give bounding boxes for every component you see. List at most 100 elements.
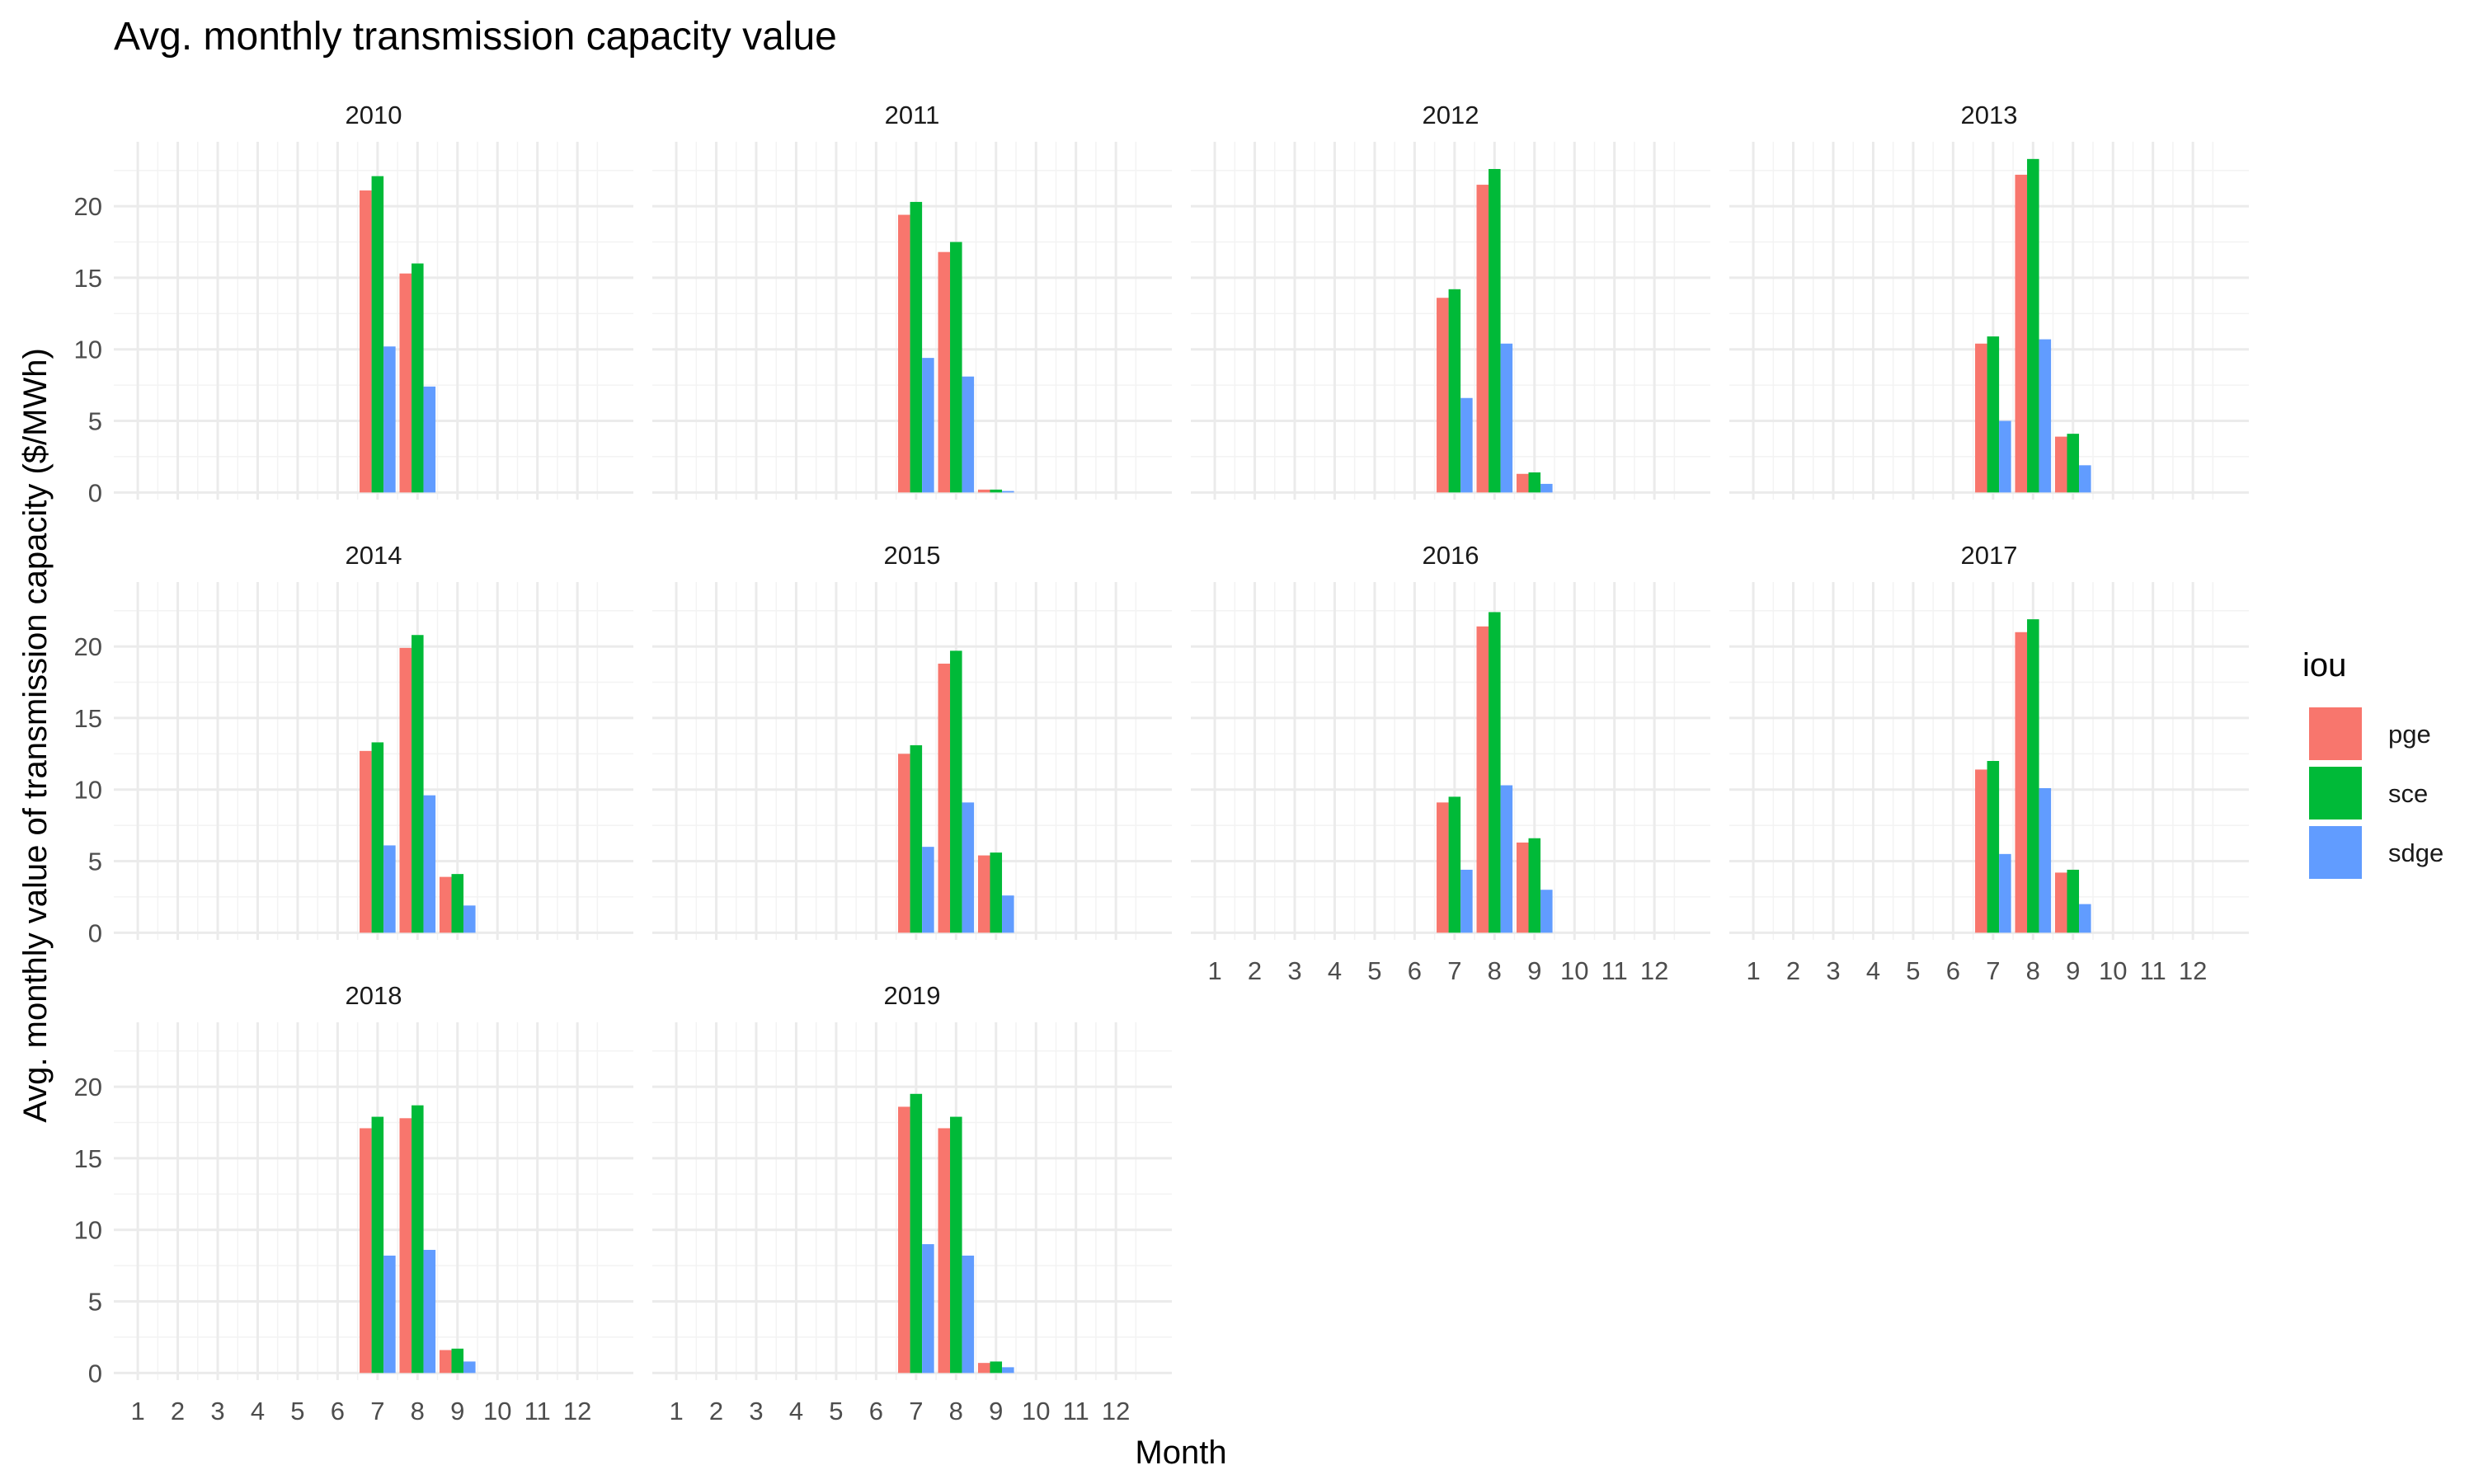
x-tick-label: 6: [331, 1397, 345, 1425]
x-tick-label: 2: [1248, 956, 1262, 985]
bar-sdge-month-8: [962, 802, 975, 933]
bar-sce-month-7: [1987, 336, 2000, 493]
y-tick-label: 10: [74, 1216, 102, 1245]
panel-2011: 2011: [652, 101, 1172, 500]
bar-sdge-month-7: [383, 346, 396, 493]
x-tick-label: 5: [829, 1397, 843, 1425]
bar-sce-month-9: [451, 1348, 464, 1374]
x-tick-label: 5: [1906, 956, 1920, 985]
x-tick-label: 3: [1287, 956, 1301, 985]
bar-pge-month-7: [1975, 343, 1987, 493]
x-tick-label: 8: [949, 1397, 963, 1425]
bar-pge-month-8: [938, 1128, 951, 1374]
bar-pge-month-7: [360, 190, 372, 493]
bar-pge-month-7: [898, 214, 910, 493]
bar-pge-month-8: [1476, 626, 1489, 933]
x-tick-label: 7: [909, 1397, 923, 1425]
bar-sdge-month-7: [1460, 869, 1473, 933]
bar-sdge-month-8: [1500, 343, 1513, 493]
bar-pge-month-7: [898, 754, 910, 933]
x-tick-label: 12: [2179, 956, 2207, 985]
bar-sce-month-7: [910, 201, 923, 493]
x-tick-label: 10: [1560, 956, 1588, 985]
y-axis-title: Avg. monthly value of transmission capac…: [17, 348, 54, 1123]
x-tick-label: 10: [2099, 956, 2127, 985]
panel-strip-label: 2018: [346, 981, 402, 1010]
chart-title: Avg. monthly transmission capacity value: [114, 15, 837, 59]
bar-sce-month-7: [1987, 761, 2000, 933]
bar-sce-month-8: [950, 1116, 962, 1374]
legend-items: pge sce sdge: [2309, 707, 2443, 879]
bar-sce-month-9: [2067, 869, 2080, 933]
bar-sce-month-8: [950, 650, 962, 933]
bar-pge-month-8: [399, 1118, 412, 1374]
x-tick-label: 6: [1408, 956, 1422, 985]
bar-sdge-month-9: [1002, 895, 1014, 933]
bar-sdge-month-9: [1002, 1367, 1014, 1374]
x-tick-label: 8: [411, 1397, 425, 1425]
panel-strip-label: 2017: [1961, 541, 2018, 570]
x-tick-label: 11: [2140, 956, 2166, 985]
bar-sdge-month-7: [1999, 853, 2011, 933]
x-tick-label: 9: [450, 1397, 464, 1425]
bar-sdge-month-7: [1460, 397, 1473, 493]
panel-strip-label: 2015: [884, 541, 941, 570]
bar-sce-month-9: [990, 489, 1003, 493]
bar-sdge-month-9: [1540, 483, 1553, 493]
bar-sce-month-7: [910, 744, 923, 933]
bar-sce-month-9: [1528, 472, 1541, 493]
panel-strip-label: 2012: [1423, 101, 1479, 129]
x-tick-label: 1: [1207, 956, 1221, 985]
bar-pge-month-8: [2015, 174, 2028, 493]
bar-pge-month-9: [977, 489, 990, 493]
x-tick-label: 2: [1786, 956, 1800, 985]
bar-pge-month-9: [977, 855, 990, 933]
bar-sce-month-7: [371, 742, 384, 933]
x-tick-label: 10: [1022, 1397, 1050, 1425]
bar-sce-month-9: [1528, 838, 1541, 933]
panel-2010: 2010 0 5 10 15 20: [74, 101, 633, 507]
bar-sdge-month-8: [962, 376, 975, 493]
x-tick-label: 12: [1102, 1397, 1130, 1425]
bar-sce-month-8: [412, 635, 424, 933]
bar-sdge-month-7: [922, 1244, 934, 1374]
x-tick-label: 11: [1063, 1397, 1089, 1425]
bar-pge-month-9: [2054, 436, 2067, 493]
bar-sce-month-7: [1448, 289, 1461, 493]
y-tick-label: 0: [88, 478, 102, 507]
x-tick-label: 12: [1640, 956, 1668, 985]
y-tick-label: 15: [74, 264, 102, 293]
legend-key-sdge: [2309, 826, 2362, 879]
x-tick-label: 1: [1746, 956, 1760, 985]
y-tick-label: 20: [74, 192, 102, 221]
bar-sdge-month-8: [2039, 339, 2052, 493]
x-tick-label: 1: [130, 1397, 144, 1425]
bar-pge-month-8: [399, 273, 412, 493]
x-tick-label: 9: [2066, 956, 2080, 985]
bar-pge-month-9: [439, 1350, 452, 1374]
panel-2014: 2014 0 5 10 15 20: [74, 541, 633, 947]
bar-pge-month-8: [399, 647, 412, 933]
bar-sdge-month-8: [962, 1255, 975, 1374]
bar-sce-month-8: [2027, 619, 2039, 933]
bar-sdge-month-9: [1002, 491, 1014, 493]
bar-sdge-month-8: [2039, 787, 2052, 933]
bar-sce-month-8: [2027, 158, 2039, 493]
y-tick-label: 10: [74, 336, 102, 364]
bar-sce-month-8: [412, 263, 424, 493]
x-tick-label: 5: [1367, 956, 1381, 985]
bar-sdge-month-7: [1999, 420, 2011, 493]
panel-strip-label: 2019: [884, 981, 941, 1010]
bar-pge-month-7: [1437, 298, 1449, 493]
legend: iou pge sce sdge: [2302, 647, 2443, 879]
bar-sdge-month-7: [383, 845, 396, 933]
x-tick-label: 5: [290, 1397, 304, 1425]
panel-2013: 2013: [1729, 101, 2249, 500]
bar-sdge-month-8: [423, 1250, 436, 1374]
bar-sdge-month-9: [2079, 904, 2091, 933]
x-tick-label: 3: [210, 1397, 224, 1425]
bar-sce-month-8: [1489, 612, 1501, 933]
bar-pge-month-7: [1975, 769, 1987, 933]
